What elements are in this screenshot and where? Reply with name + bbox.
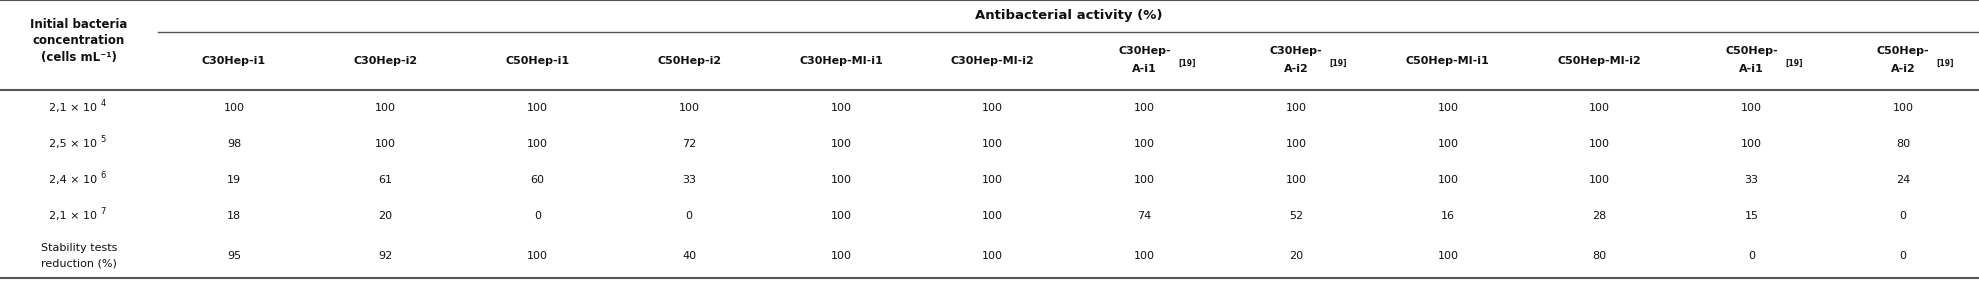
Text: 100: 100 — [1589, 103, 1611, 113]
Text: 2,1 × 10: 2,1 × 10 — [49, 103, 97, 113]
Text: 19: 19 — [228, 175, 241, 185]
Text: A-i1: A-i1 — [1132, 64, 1158, 74]
Text: 33: 33 — [683, 175, 697, 185]
Text: 100: 100 — [526, 251, 548, 261]
Text: 92: 92 — [378, 251, 392, 261]
Text: 100: 100 — [1742, 103, 1761, 113]
Text: 100: 100 — [1437, 103, 1459, 113]
Text: C50Hep-MI-i2: C50Hep-MI-i2 — [1557, 56, 1641, 66]
Text: 100: 100 — [1286, 175, 1306, 185]
Text: 24: 24 — [1896, 175, 1910, 185]
Text: 100: 100 — [831, 139, 851, 149]
Text: C30Hep-i2: C30Hep-i2 — [354, 56, 418, 66]
Text: 4: 4 — [101, 98, 105, 107]
Text: 0: 0 — [534, 211, 540, 221]
Text: 100: 100 — [1286, 139, 1306, 149]
Text: 0: 0 — [1900, 251, 1906, 261]
Text: 98: 98 — [228, 139, 241, 149]
Text: 7: 7 — [101, 206, 105, 215]
Text: 100: 100 — [982, 103, 1003, 113]
Text: 100: 100 — [1134, 139, 1156, 149]
Text: 52: 52 — [1288, 211, 1304, 221]
Text: (cells mL⁻¹): (cells mL⁻¹) — [42, 52, 117, 64]
Text: 6: 6 — [101, 170, 105, 179]
Text: 100: 100 — [831, 103, 851, 113]
Text: 100: 100 — [376, 103, 396, 113]
Text: 100: 100 — [1134, 175, 1156, 185]
Text: 100: 100 — [376, 139, 396, 149]
Text: Stability tests: Stability tests — [42, 243, 117, 253]
Text: 100: 100 — [982, 251, 1003, 261]
Text: 60: 60 — [530, 175, 544, 185]
Text: [19]: [19] — [1330, 58, 1348, 68]
Text: 100: 100 — [1892, 103, 1914, 113]
Text: reduction (%): reduction (%) — [42, 259, 117, 269]
Text: 0: 0 — [1900, 211, 1906, 221]
Text: 100: 100 — [1437, 175, 1459, 185]
Text: [19]: [19] — [1785, 58, 1803, 68]
Text: 100: 100 — [831, 211, 851, 221]
Text: 100: 100 — [1134, 251, 1156, 261]
Text: 74: 74 — [1138, 211, 1152, 221]
Text: 40: 40 — [683, 251, 697, 261]
Text: C30Hep-: C30Hep- — [1118, 46, 1172, 56]
Text: C50Hep-: C50Hep- — [1876, 46, 1930, 56]
Text: 28: 28 — [1593, 211, 1607, 221]
Text: 100: 100 — [982, 211, 1003, 221]
Text: 15: 15 — [1743, 211, 1759, 221]
Text: 95: 95 — [228, 251, 241, 261]
Text: 80: 80 — [1593, 251, 1607, 261]
Text: 80: 80 — [1896, 139, 1910, 149]
Text: 100: 100 — [982, 175, 1003, 185]
Text: C50Hep-i1: C50Hep-i1 — [505, 56, 570, 66]
Text: Antibacterial activity (%): Antibacterial activity (%) — [976, 10, 1162, 22]
Text: A-i2: A-i2 — [1284, 64, 1308, 74]
Text: 100: 100 — [1589, 139, 1611, 149]
Text: 20: 20 — [1288, 251, 1304, 261]
Text: C30Hep-: C30Hep- — [1271, 46, 1322, 56]
Text: 100: 100 — [526, 103, 548, 113]
Text: 0: 0 — [685, 211, 693, 221]
Text: 100: 100 — [224, 103, 243, 113]
Text: [19]: [19] — [1937, 58, 1955, 68]
Text: 100: 100 — [831, 251, 851, 261]
Text: 100: 100 — [831, 175, 851, 185]
Text: C30Hep-MI-i2: C30Hep-MI-i2 — [950, 56, 1035, 66]
Text: concentration: concentration — [34, 34, 125, 47]
Text: C50Hep-MI-i1: C50Hep-MI-i1 — [1405, 56, 1490, 66]
Text: A-i1: A-i1 — [1740, 64, 1763, 74]
Text: 18: 18 — [228, 211, 241, 221]
Text: 100: 100 — [679, 103, 701, 113]
Text: 2,4 × 10: 2,4 × 10 — [49, 175, 97, 185]
Text: 100: 100 — [1134, 103, 1156, 113]
Text: 100: 100 — [526, 139, 548, 149]
Text: [19]: [19] — [1178, 58, 1195, 68]
Text: 33: 33 — [1743, 175, 1759, 185]
Text: 61: 61 — [378, 175, 392, 185]
Text: 16: 16 — [1441, 211, 1455, 221]
Text: C50Hep-: C50Hep- — [1726, 46, 1777, 56]
Text: 100: 100 — [1437, 139, 1459, 149]
Text: 5: 5 — [101, 134, 105, 143]
Text: 72: 72 — [683, 139, 697, 149]
Text: A-i2: A-i2 — [1890, 64, 1916, 74]
Text: C50Hep-i2: C50Hep-i2 — [657, 56, 720, 66]
Text: 100: 100 — [982, 139, 1003, 149]
Text: 2,1 × 10: 2,1 × 10 — [49, 211, 97, 221]
Text: 100: 100 — [1742, 139, 1761, 149]
Text: C30Hep-i1: C30Hep-i1 — [202, 56, 265, 66]
Text: 2,5 × 10: 2,5 × 10 — [49, 139, 97, 149]
Text: 0: 0 — [1747, 251, 1755, 261]
Text: 100: 100 — [1437, 251, 1459, 261]
Text: 100: 100 — [1589, 175, 1611, 185]
Text: 20: 20 — [378, 211, 392, 221]
Text: 100: 100 — [1286, 103, 1306, 113]
Text: Initial bacteria: Initial bacteria — [30, 19, 129, 32]
Text: C30Hep-MI-i1: C30Hep-MI-i1 — [800, 56, 883, 66]
